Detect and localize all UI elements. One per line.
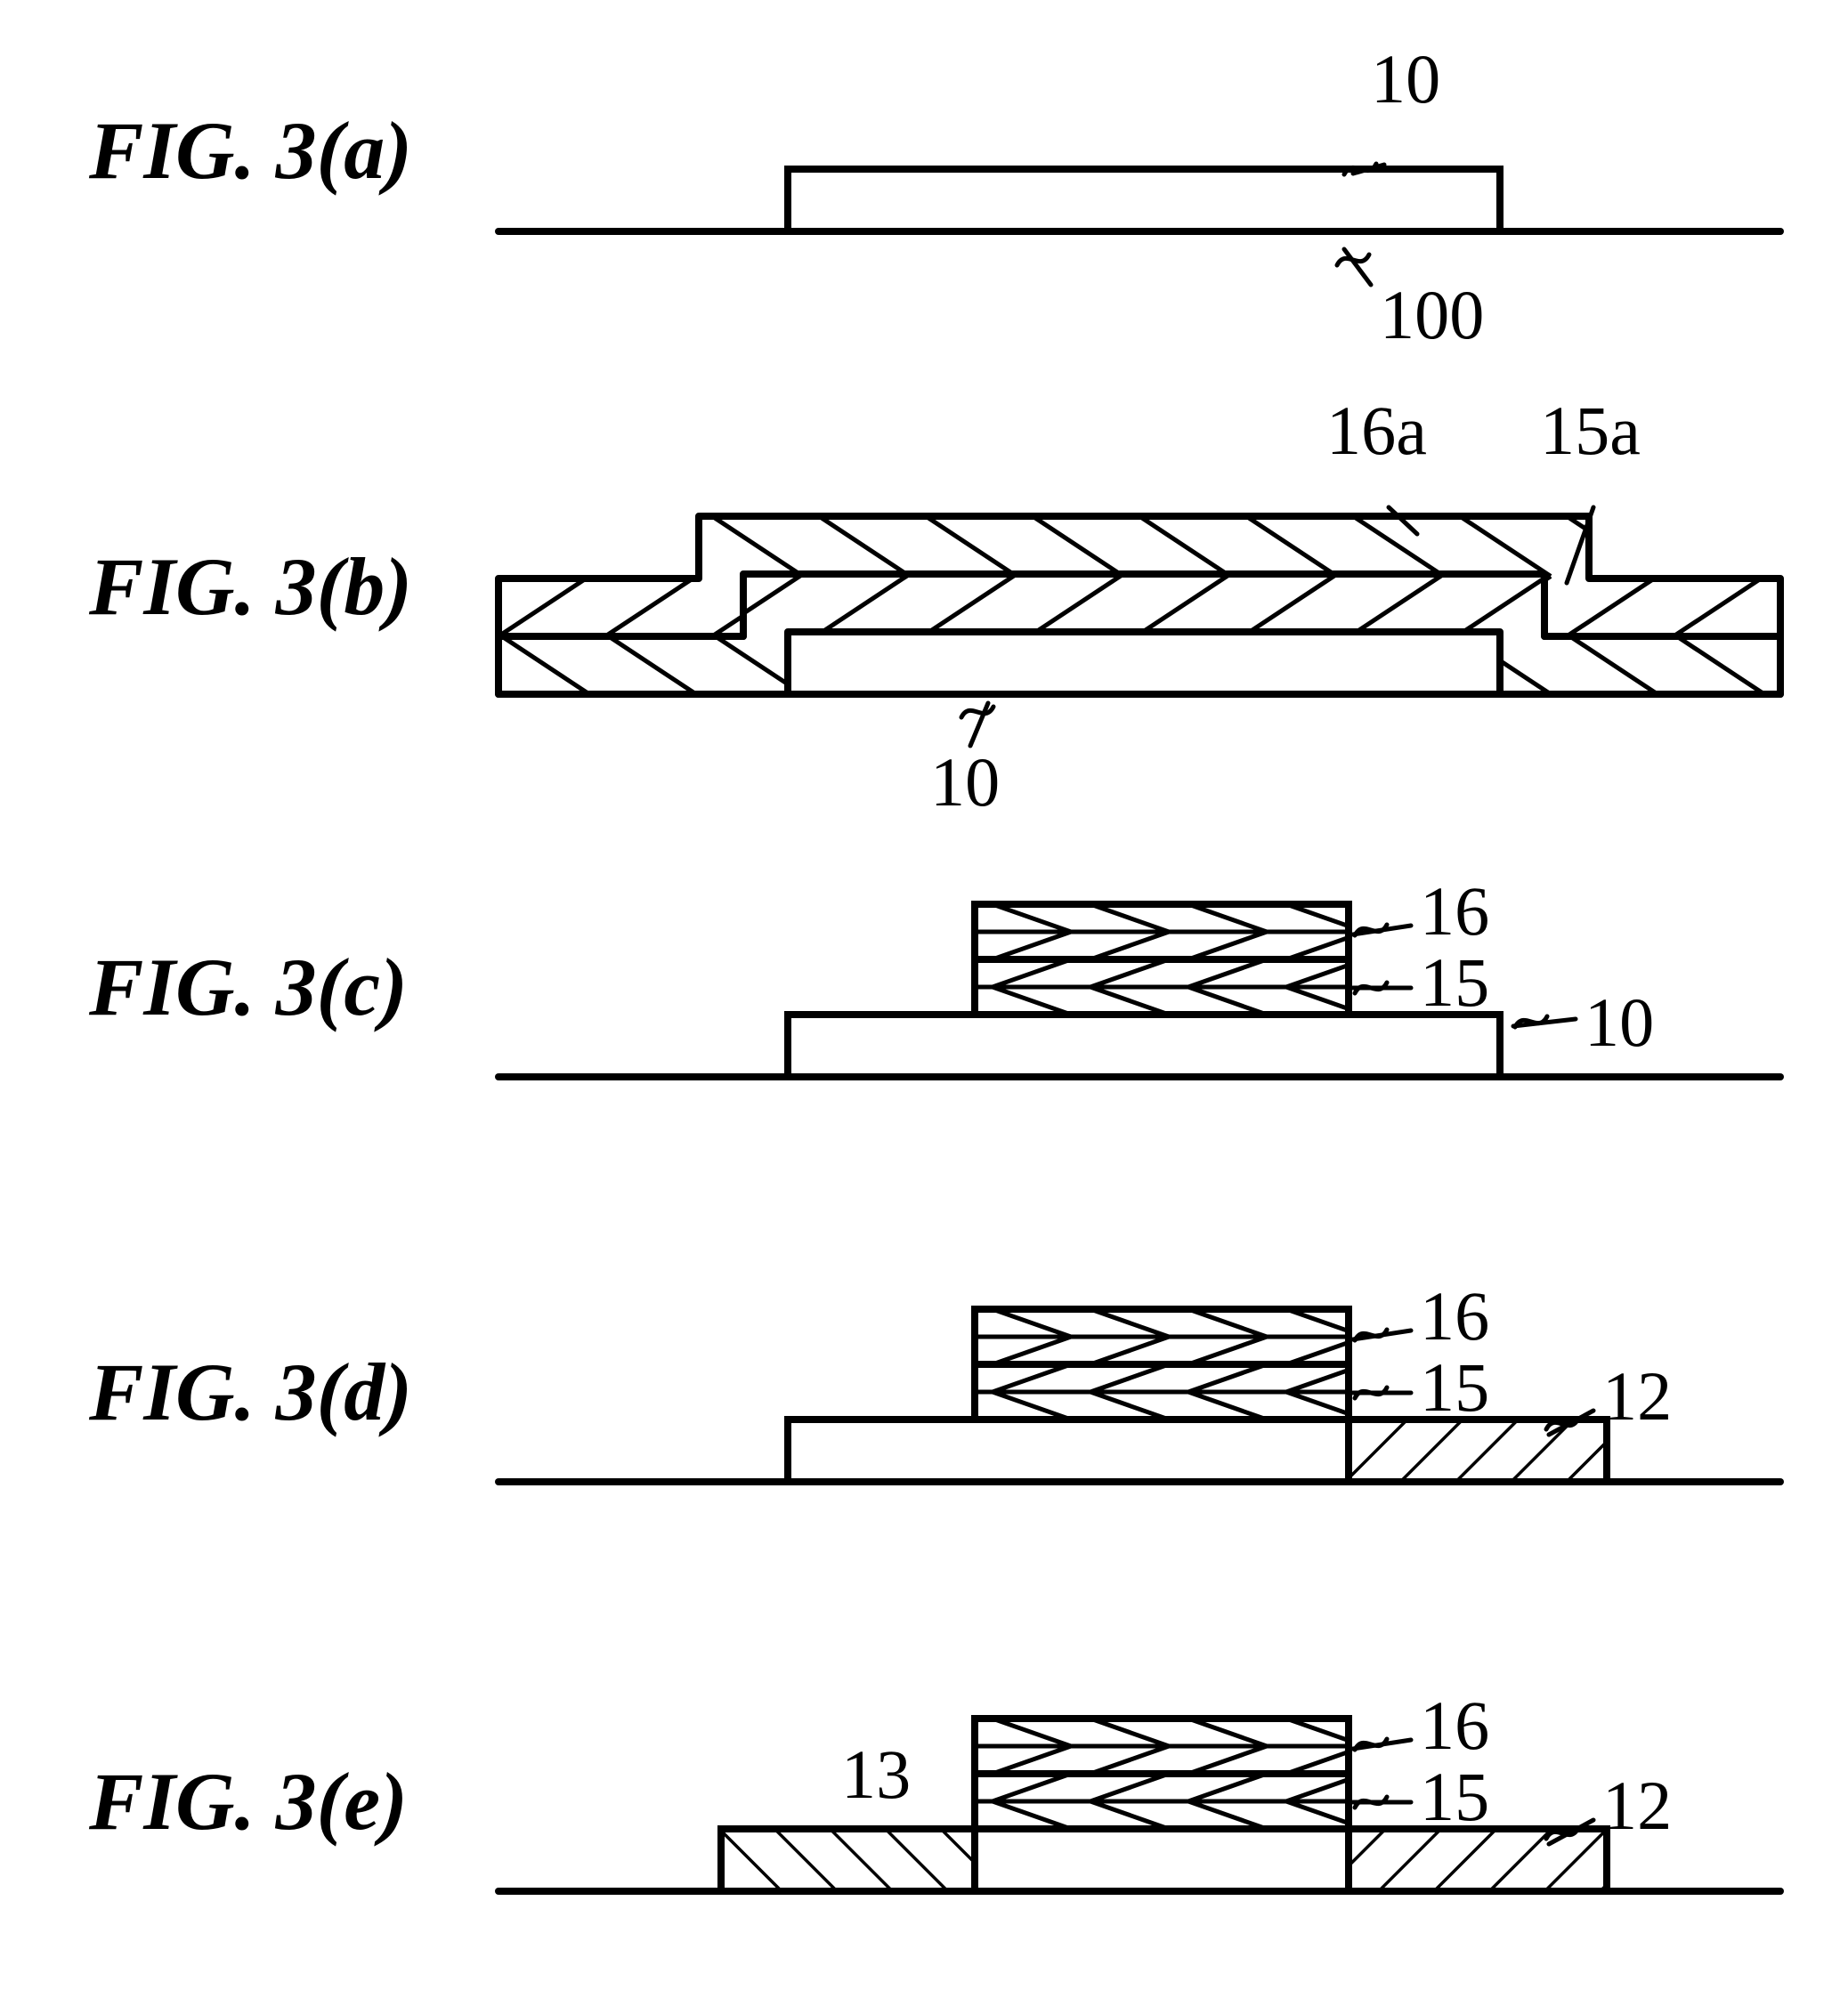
fig-3c-label: FIG. 3(c)	[89, 940, 408, 1034]
callout-12: 12	[1602, 1767, 1672, 1844]
callout-16: 16	[1420, 1277, 1489, 1355]
c-layer-16	[975, 904, 1463, 959]
callout-16: 16	[1420, 872, 1489, 950]
e-layer-16	[975, 1719, 1463, 1774]
e-region-13	[721, 1829, 975, 1891]
fig-3d-label: FIG. 3(d)	[89, 1345, 412, 1439]
callout-10: 10	[1371, 40, 1440, 117]
callout-15: 15	[1420, 943, 1489, 1021]
callout-100: 100	[1380, 276, 1484, 353]
callout-16: 16	[1420, 1687, 1489, 1764]
callout-10: 10	[1585, 983, 1654, 1061]
callout-15: 15	[1420, 1758, 1489, 1835]
fig-3b-label: FIG. 3(b)	[89, 539, 412, 634]
d-region-12	[1349, 1420, 1607, 1482]
figure-3-sequence: 1010016a15a1016151016151216151312FIG. 3(…	[0, 0, 1848, 1998]
e-region-12	[1349, 1829, 1607, 1891]
callout-15: 15	[1420, 1348, 1489, 1426]
fig-3a-label: FIG. 3(a)	[89, 103, 412, 198]
callout-10: 10	[930, 743, 1000, 821]
fig-3e-label: FIG. 3(e)	[89, 1754, 408, 1848]
callout-13: 13	[841, 1735, 911, 1813]
d-layer-16	[975, 1309, 1463, 1364]
callout-12: 12	[1602, 1357, 1672, 1435]
callout-16a: 16a	[1326, 392, 1427, 469]
callout-15a: 15a	[1540, 392, 1641, 469]
